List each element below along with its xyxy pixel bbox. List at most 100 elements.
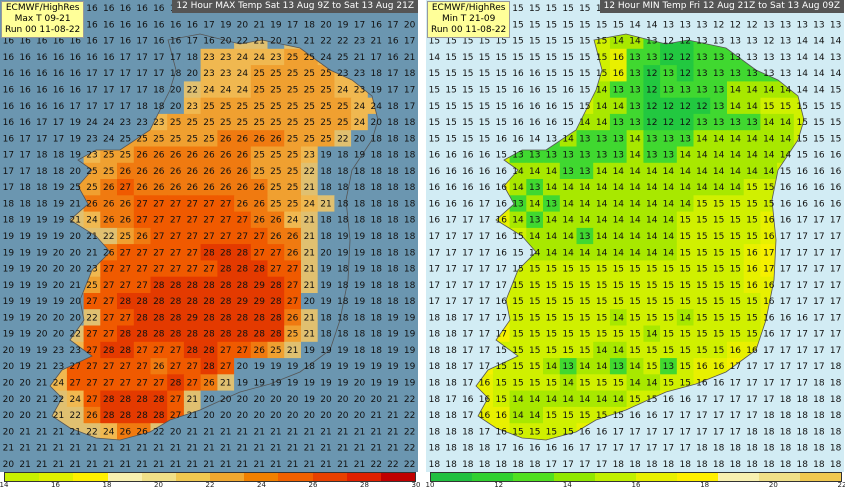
temp-value: 21 xyxy=(304,427,315,437)
shaded-cell xyxy=(267,244,285,261)
temp-value: 18 xyxy=(404,216,416,226)
temp-value: 15 xyxy=(830,102,841,112)
shaded-cell xyxy=(183,276,202,294)
temp-value: 19 xyxy=(270,20,282,30)
temp-value: 28 xyxy=(136,395,148,405)
temp-value: 16 xyxy=(596,427,608,437)
temp-value: 28 xyxy=(120,346,132,356)
temp-value: 16 xyxy=(746,281,758,291)
shaded-cell xyxy=(117,211,135,229)
temp-value: 16 xyxy=(495,427,507,437)
temp-value: 18 xyxy=(387,118,399,128)
temp-value: 17 xyxy=(796,216,807,226)
shaded-cell xyxy=(576,146,594,164)
shaded-cell xyxy=(543,146,561,164)
temp-value: 12 xyxy=(663,53,674,63)
temp-value: 19 xyxy=(253,362,265,372)
shaded-cell xyxy=(576,244,594,261)
temp-value: 15 xyxy=(429,86,440,96)
temp-value: 17 xyxy=(596,460,607,470)
temp-value: 20 xyxy=(287,411,299,421)
temp-value: 14 xyxy=(646,330,658,340)
temp-value: 20 xyxy=(69,265,81,275)
temp-value: 15 xyxy=(546,313,557,323)
shaded-cell xyxy=(150,325,168,343)
temp-value: 19 xyxy=(19,346,31,356)
temp-value: 23 xyxy=(153,118,164,128)
temp-value: 26 xyxy=(237,183,249,193)
temp-value: 25 xyxy=(287,167,298,177)
temp-value: 21 xyxy=(287,427,298,437)
shaded-cell xyxy=(317,179,335,196)
temp-value: 18 xyxy=(370,151,382,161)
temp-value: 14 xyxy=(613,248,625,258)
temp-value: 14 xyxy=(696,134,708,144)
temp-value: 17 xyxy=(495,265,506,275)
temp-value: 16 xyxy=(462,395,474,405)
temp-value: 15 xyxy=(562,53,573,63)
shaded-cell xyxy=(284,179,302,196)
temp-value: 18 xyxy=(445,313,457,323)
shaded-cell xyxy=(727,97,745,115)
temp-value: 14 xyxy=(629,151,641,161)
temp-value: 15 xyxy=(512,297,523,307)
temp-value: 17 xyxy=(730,411,741,421)
temp-value: 15 xyxy=(529,281,540,291)
shaded-cell xyxy=(284,358,302,375)
shaded-cell xyxy=(676,113,695,131)
shaded-cell xyxy=(267,276,285,294)
shaded-cell xyxy=(234,211,252,229)
temp-value: 18 xyxy=(3,199,15,209)
shaded-cell xyxy=(509,211,527,229)
shaded-cell xyxy=(593,130,611,148)
temp-value: 28 xyxy=(120,297,132,307)
temp-value: 25 xyxy=(304,53,315,63)
shaded-cell xyxy=(301,293,319,310)
temp-value: 25 xyxy=(253,69,264,79)
scale-swatch xyxy=(5,473,40,481)
temp-value: 15 xyxy=(696,313,707,323)
temp-value: 15 xyxy=(596,297,607,307)
temp-value: 14 xyxy=(830,69,842,79)
temp-value: 15 xyxy=(646,395,657,405)
temp-value: 17 xyxy=(746,379,757,389)
temp-value: 26 xyxy=(120,216,132,226)
shaded-cell xyxy=(334,260,352,278)
temp-value: 16 xyxy=(529,444,541,454)
temp-value: 20 xyxy=(69,297,81,307)
temp-value: 13 xyxy=(763,69,774,79)
shaded-cell xyxy=(217,113,235,131)
run-label: Run 00 11-08-22 xyxy=(431,25,507,35)
scale-tick-label: 16 xyxy=(51,481,60,489)
shaded-cell xyxy=(150,179,168,196)
temp-value: 19 xyxy=(337,232,349,242)
temp-value: 21 xyxy=(203,460,214,470)
temp-value: 17 xyxy=(479,362,490,372)
temp-value: 14 xyxy=(596,118,608,128)
temp-value: 16 xyxy=(529,102,541,112)
temp-value: 15 xyxy=(713,248,724,258)
shaded-cell xyxy=(693,162,711,180)
shaded-cell xyxy=(643,48,661,66)
temp-value: 17 xyxy=(763,346,774,356)
temp-value: 15 xyxy=(512,20,523,30)
shaded-cell xyxy=(100,390,118,408)
temp-value: 12 xyxy=(763,37,774,47)
temp-value: 26 xyxy=(203,151,215,161)
temp-value: 20 xyxy=(237,411,249,421)
temp-value: 15 xyxy=(579,102,590,112)
shaded-cell xyxy=(117,423,135,440)
temp-value: 15 xyxy=(629,346,640,356)
scale-tick-label: 18 xyxy=(102,481,112,489)
temp-value: 15 xyxy=(512,313,523,323)
temp-value: 21 xyxy=(287,444,298,454)
shaded-cell xyxy=(626,130,644,148)
temp-value: 18 xyxy=(445,346,457,356)
shaded-cell xyxy=(643,179,661,196)
temp-value: 18 xyxy=(337,216,349,226)
temp-value: 13 xyxy=(696,20,707,30)
temp-value: 13 xyxy=(696,37,707,47)
temp-value: 27 xyxy=(220,346,231,356)
shaded-cell xyxy=(351,97,369,115)
temp-value: 19 xyxy=(19,313,31,323)
